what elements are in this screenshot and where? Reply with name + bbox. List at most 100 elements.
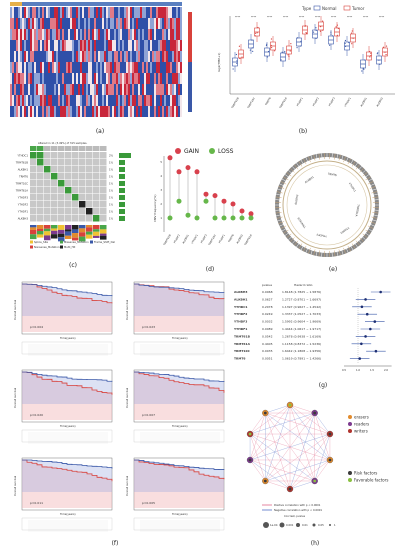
legend-negative: Negative correlation with p < 0.0001 <box>274 508 322 512</box>
gene-label: ALKBH3 <box>375 96 384 107</box>
svg-text:4: 4 <box>160 174 162 178</box>
cnv-gene: YTHDF3 <box>199 233 208 244</box>
readers-dot <box>348 422 352 426</box>
cnv-gene: YTHDC1 <box>190 233 199 244</box>
risk-dot <box>348 471 352 475</box>
forest-p: 0.0051 <box>262 357 273 361</box>
circos-svg: TRMT6 YTHDC1 TRMT61A YTHDF2 YTHDF3 TRMT61B ALK… <box>275 153 379 257</box>
onco-pct: 1% <box>109 210 114 214</box>
gene-label: TRMT10C <box>246 96 256 109</box>
heatmap-svg <box>10 2 192 117</box>
km-xlabel: Time(years) <box>172 512 188 516</box>
forest-gene: YTHDF2 <box>233 312 247 316</box>
forest-p: 0.4405 <box>262 342 273 346</box>
onco-pct: 1% <box>109 175 114 179</box>
km-pvalue: p=0.023 <box>142 325 155 329</box>
svg-text:5: 5 <box>160 160 162 164</box>
forest-hr: 1.1397 (0.9627 ~ 1.4542) <box>282 305 321 309</box>
sig-mark: **** <box>347 15 353 19</box>
circos-gene: TRMT6 <box>328 172 338 178</box>
sig-mark: **** <box>299 15 305 19</box>
onco-pct: 1% <box>109 168 114 172</box>
onco-gene: YTHDC1 <box>17 154 28 158</box>
sig-mark: **** <box>251 15 257 19</box>
forest-hr: 1.1158 (0.8372 ~ 1.5236) <box>282 342 321 346</box>
forest-hr: 1.4444 (1.0617 ~ 1.9717) <box>282 327 321 331</box>
legend-favorable: Favorable factors <box>354 478 388 483</box>
forest-tick: 2.0 <box>384 368 388 372</box>
km-ylabel: Overall survival <box>125 475 129 496</box>
gene-label: TRMT61B <box>230 96 240 109</box>
legend-erasers: erasers <box>354 415 369 420</box>
cnv-gene: TRMT6 <box>227 233 235 243</box>
favorable-dot <box>348 478 352 482</box>
onco-legend: Multi_Hit <box>64 245 75 249</box>
panel-b-boxplot: Type Normal Tumor log2(TPM+1) **** TRMT61… <box>210 2 400 124</box>
cox-title: Cox test, pvalue <box>284 514 305 518</box>
legend-risk: Risk factors <box>354 471 377 476</box>
forest-hr: 1.2678 (0.9938 ~ 1.6169) <box>282 334 321 338</box>
circos-gene: YTHDF2 <box>339 226 350 235</box>
forest-hr: 1.6442 (1.1808 ~ 1.9356) <box>282 349 321 353</box>
onco-pct: 1% <box>109 196 114 200</box>
onco-legend: Missense_Mutation <box>64 240 89 244</box>
onco-gene: YTHDF2 <box>18 203 29 207</box>
gene-label: YTHDC1 <box>343 96 352 107</box>
forest-p: 0.0249 <box>262 312 273 316</box>
sig-mark: **** <box>235 15 241 19</box>
cnv-gene: TRMT61B <box>162 233 172 246</box>
km-ylabel: Overall survival <box>125 387 129 408</box>
cox-value: 1e-04 <box>270 523 278 527</box>
panel-d-cnv: GAIN LOSS CNV frequency(%) 1 2 3 4 5 TRMT61B Y… <box>150 142 260 260</box>
panel-h-network: erasers readers writers Risk factors Fav… <box>232 395 400 535</box>
svg-text:2: 2 <box>160 202 162 206</box>
sig-mark: **** <box>315 15 321 19</box>
loss-legend-dot <box>209 148 215 154</box>
circos-gene: ALKBH1 <box>304 175 315 184</box>
panel-c-oncoplot: Altered in 11 (3.49%) of 315 samples. YT… <box>8 138 138 258</box>
onco-gene: TRMT6 <box>19 175 28 179</box>
forest-gene: YTHDC1 <box>233 305 248 309</box>
panel-g-forest: pvalue Hazard ratio ALKBH3 0.0068 1.8148 (… <box>232 280 397 375</box>
circos-gene: TRMT61A <box>354 204 360 217</box>
label-g: (g) <box>318 382 328 389</box>
loss-legend: LOSS <box>218 148 234 155</box>
circos-gene: TRMT61B <box>296 216 306 229</box>
onco-gene: YTHDF1 <box>18 210 29 214</box>
cnv-y-label: CNV frequency(%) <box>153 194 157 222</box>
cox-value: 1 <box>334 523 336 527</box>
gene-label: YTHDF3 <box>327 96 336 107</box>
panel-f-km: Overall survival p=0.004 Time(years) Overal… <box>8 276 228 538</box>
forest-gene: YTHDF1 <box>233 327 247 331</box>
pvalue-header: pvalue <box>262 283 272 287</box>
onco-legend: Nonsense_Mutation <box>34 245 60 249</box>
panel-e-circos: TRMT6 YTHDC1 TRMT61A YTHDF2 YTHDF3 TRMT61B ALK… <box>272 150 382 260</box>
label-e: (e) <box>328 266 338 273</box>
svg-text:1: 1 <box>160 216 162 220</box>
gain-legend: GAIN <box>184 148 199 155</box>
km-pvalue: p=0.020 <box>30 413 43 417</box>
forest-gene: ALKBH3 <box>234 290 247 294</box>
km-xlabel: Time(years) <box>60 424 76 428</box>
legend-normal: Normal <box>322 6 336 11</box>
cnv-gene: TRMT10C <box>207 233 217 246</box>
onco-gene: ALKBH3 <box>18 217 29 221</box>
forest-p: 0.0089 <box>262 327 273 331</box>
onco-gene: TRMT61A <box>16 189 29 193</box>
km-xlabel: Time(years) <box>172 424 188 428</box>
onco-pct: 1% <box>109 161 114 165</box>
legend-normal-swatch <box>313 5 321 11</box>
gene-label: YTHDF2 <box>311 96 320 107</box>
km-pvalue: p=0.011 <box>30 501 43 505</box>
sig-mark: **** <box>379 15 385 19</box>
legend-positive: Positive correlation with p < 0.0001 <box>274 503 321 507</box>
forest-hr: 1.5992 (0.9604 ~ 1.9669) <box>282 320 321 324</box>
legend-tumor-swatch <box>343 5 351 11</box>
forest-gene: ALKBH1 <box>234 297 247 301</box>
label-d: (d) <box>205 266 215 273</box>
label-a: (a) <box>95 128 105 135</box>
km-pvalue: p=0.005 <box>142 501 155 505</box>
km-xlabel: Time(years) <box>60 336 76 340</box>
forest-gene: TRMT10C <box>234 349 251 353</box>
sig-mark: **** <box>363 15 369 19</box>
